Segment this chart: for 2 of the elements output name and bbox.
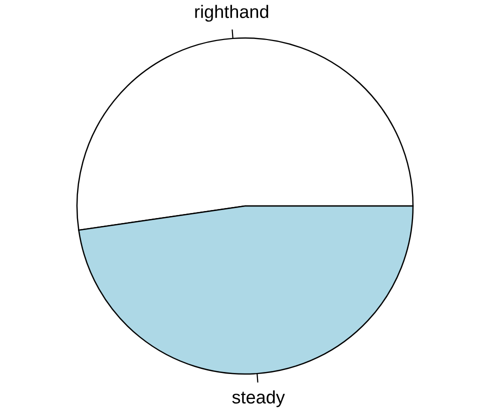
- slice-label: steady: [232, 390, 285, 408]
- slice-label: righthand: [195, 4, 268, 22]
